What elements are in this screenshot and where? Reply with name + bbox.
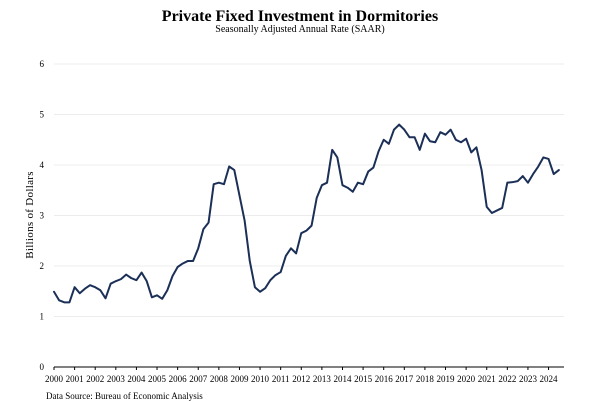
data-source-note: Data Source: Bureau of Economic Analysis	[46, 391, 203, 401]
y-tick-label: 2	[40, 261, 45, 271]
x-tick-label: 2005	[148, 374, 167, 384]
x-tick-label: 2008	[210, 374, 229, 384]
x-tick-label: 2014	[333, 374, 352, 384]
x-tick-label: 2022	[498, 374, 516, 384]
x-tick-label: 2017	[395, 374, 414, 384]
chart-subtitle: Seasonally Adjusted Annual Rate (SAAR)	[215, 24, 385, 35]
y-tick-label: 6	[40, 59, 45, 69]
x-tick-label: 2021	[478, 374, 496, 384]
x-tick-label: 2011	[272, 374, 290, 384]
x-tick-label: 2019	[437, 374, 456, 384]
gridlines	[54, 63, 564, 317]
y-tick-label: 1	[40, 312, 45, 322]
x-tick-label: 2018	[416, 374, 435, 384]
x-tick-label: 2002	[86, 374, 104, 384]
axes	[53, 366, 564, 370]
x-tick-label: 2020	[457, 374, 476, 384]
x-tick-label: 2009	[230, 374, 249, 384]
x-tick-label: 2023	[519, 374, 538, 384]
x-tick-label: 2016	[375, 374, 394, 384]
y-tick-label: 0	[40, 362, 45, 372]
x-tick-label: 2007	[189, 374, 208, 384]
x-tick-label: 2000	[45, 374, 64, 384]
x-tick-label: 2001	[66, 374, 84, 384]
x-tick-label: 2015	[354, 374, 373, 384]
x-tick-label: 2010	[251, 374, 270, 384]
x-tick-label: 2013	[313, 374, 332, 384]
series-layer	[53, 123, 560, 304]
x-tick-label: 2004	[127, 374, 146, 384]
x-tick-label: 2012	[292, 374, 310, 384]
x-tick-labels: 2000 2001 2002 2003 2004 2005 2006 2007 2008 2009…	[45, 374, 558, 384]
x-tick-label: 2024	[540, 374, 559, 384]
x-tick-label: 2003	[107, 374, 126, 384]
y-axis-label: Billions of Dollars	[24, 171, 36, 259]
series-line	[53, 123, 560, 304]
y-tick-labels: 0 1 2 3 4 5 6	[40, 59, 45, 372]
y-tick-label: 5	[40, 110, 45, 120]
y-tick-label: 4	[40, 160, 45, 170]
chart-title: Private Fixed Investment in Dormitories	[161, 8, 439, 25]
y-tick-label: 3	[40, 211, 45, 221]
x-tick-label: 2006	[169, 374, 188, 384]
